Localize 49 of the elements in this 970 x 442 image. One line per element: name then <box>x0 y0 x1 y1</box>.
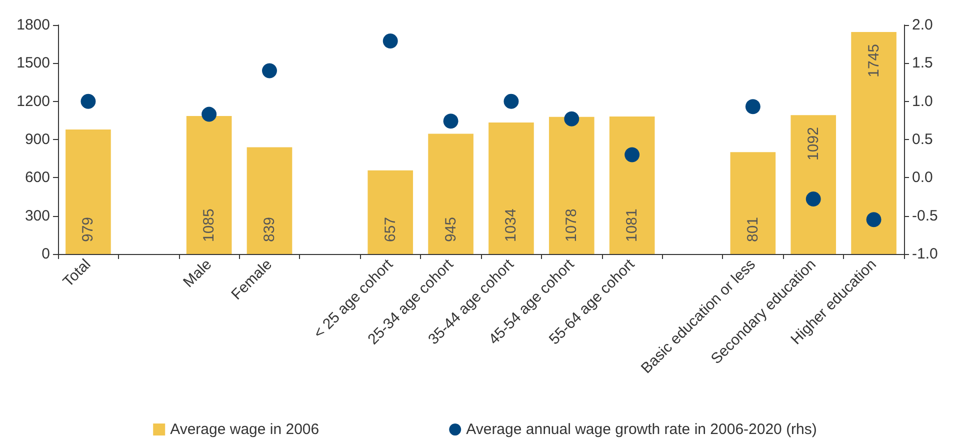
y-tick-label: 1500 <box>16 54 50 72</box>
bar <box>548 116 594 254</box>
bar <box>368 170 414 254</box>
bar <box>246 147 292 254</box>
y-tick-label: 900 <box>24 131 50 148</box>
y-tick-label: 300 <box>24 207 50 224</box>
bar <box>790 115 836 254</box>
bar <box>851 32 896 254</box>
legend-label: Average annual wage growth rate in 2006-2020 (rhs) <box>466 421 817 438</box>
point <box>202 106 217 122</box>
bar <box>186 116 232 254</box>
data-label: 945 <box>442 216 460 242</box>
bar <box>730 152 776 254</box>
y2-tick-label: 1.5 <box>912 54 933 72</box>
point <box>745 99 760 114</box>
y-tick-label: 1800 <box>16 16 50 34</box>
y2-tick-label: 0.5 <box>912 131 933 148</box>
bar <box>488 122 534 254</box>
y-tick-label: 600 <box>24 169 50 186</box>
data-label: 1078 <box>563 208 580 242</box>
bar <box>66 129 111 254</box>
y2-tick-label: -0.5 <box>912 207 938 224</box>
data-label: 1081 <box>624 208 641 242</box>
y-tick-label: 0 <box>42 246 50 262</box>
point <box>866 212 882 228</box>
point <box>262 63 277 78</box>
point <box>382 34 398 49</box>
point <box>564 111 580 126</box>
data-label: 1092 <box>804 127 822 160</box>
data-label: 657 <box>382 216 399 242</box>
data-label: 979 <box>80 216 97 242</box>
y-tick-label: 1200 <box>16 92 50 110</box>
data-label: 1745 <box>865 44 882 78</box>
legend-label: Average wage in 2006 <box>170 421 320 438</box>
y2-tick-label: 2.0 <box>912 16 933 34</box>
data-label: 1085 <box>200 208 218 242</box>
bar <box>428 134 474 254</box>
point <box>806 192 821 207</box>
y2-tick-label: 1.0 <box>912 92 933 110</box>
point <box>504 94 519 109</box>
data-label: 1034 <box>502 208 520 242</box>
point <box>624 147 640 162</box>
data-label: 839 <box>261 216 278 242</box>
point <box>80 94 96 109</box>
y2-tick-label: -1.0 <box>912 246 938 262</box>
bar <box>609 116 655 254</box>
data-label: 801 <box>744 216 762 242</box>
point <box>443 114 458 129</box>
y2-tick-label: 0.0 <box>912 169 933 186</box>
